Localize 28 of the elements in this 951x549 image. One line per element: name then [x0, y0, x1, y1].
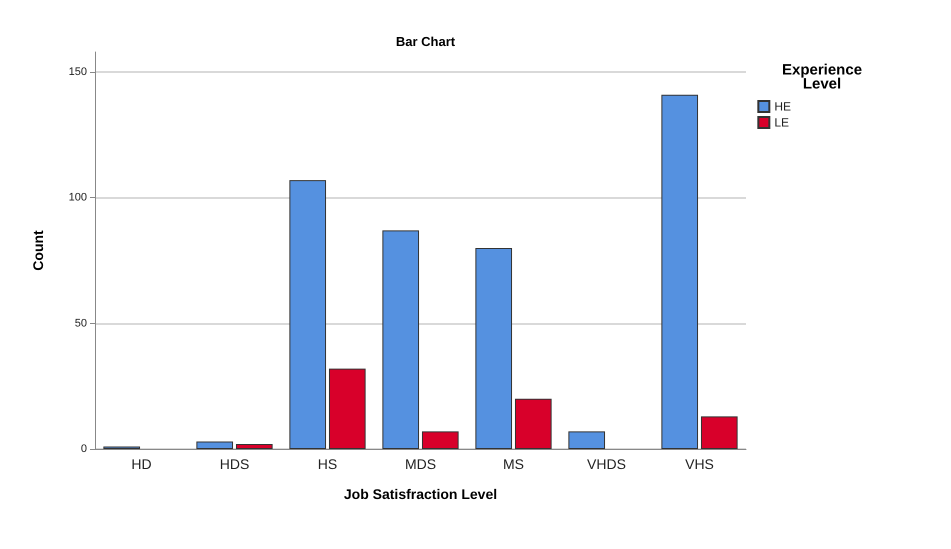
y-tick-label: 100 — [68, 192, 87, 204]
bar — [289, 180, 326, 449]
legend-label: LE — [774, 116, 790, 130]
x-tick-label: VHS — [685, 456, 714, 472]
bar — [382, 230, 420, 449]
bar — [475, 248, 512, 449]
y-tick-label: 0 — [80, 443, 87, 455]
y-axis-title: Count — [30, 230, 46, 271]
x-tick-label: MDS — [404, 456, 436, 472]
x-tick-label: HDS — [220, 456, 250, 472]
bar — [328, 368, 366, 449]
bar — [661, 94, 698, 449]
x-tick-label: VHDS — [587, 456, 626, 472]
y-tick-label: 150 — [68, 66, 87, 78]
bar — [196, 441, 234, 449]
y-tick-label: 50 — [74, 317, 87, 330]
x-tick-label: HS — [318, 456, 338, 472]
x-tick-label: HD — [131, 456, 152, 472]
legend-label: HE — [774, 100, 791, 114]
bar — [700, 416, 738, 449]
bar — [422, 431, 459, 449]
chart-title: Bar Chart — [396, 34, 456, 49]
bar — [236, 444, 273, 449]
bar — [568, 431, 606, 449]
legend-title: Experience Level — [782, 62, 862, 92]
x-axis-title: Job Satisfraction Level — [344, 486, 498, 502]
x-tick-label: MS — [503, 456, 524, 472]
bar — [514, 398, 552, 449]
